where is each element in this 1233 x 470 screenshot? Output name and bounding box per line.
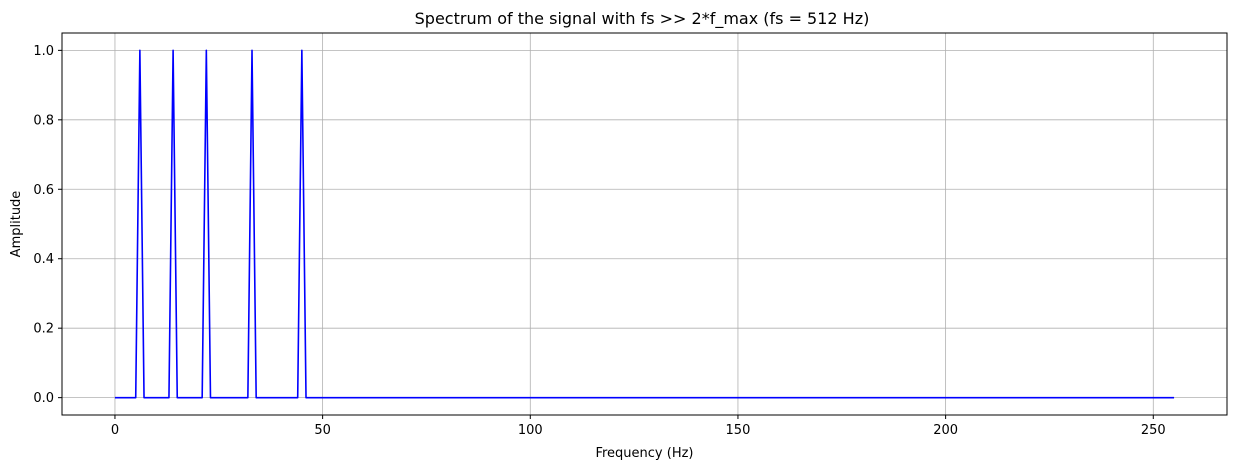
x-tick-label: 100: [518, 423, 543, 438]
y-tick-label: 0.0: [33, 391, 54, 406]
y-tick-label: 0.8: [33, 113, 54, 128]
plot-frame: [61, 32, 1228, 416]
y-axis-ticks: 0.0 0.2 0.4 0.6 0.8 1.0: [33, 44, 62, 406]
y-tick-label: 0.4: [33, 252, 54, 267]
x-tick-label: 250: [1141, 423, 1166, 438]
y-tick-label: 1.0: [33, 44, 54, 59]
series-line: [114, 49, 1175, 399]
grid-lines: [62, 33, 1227, 415]
x-tick-label: 150: [726, 423, 751, 438]
y-tick-label: 0.6: [33, 183, 54, 198]
series-layer: [114, 49, 1175, 399]
x-tick-label: 50: [314, 423, 331, 438]
x-tick-label: 0: [111, 423, 119, 438]
y-tick-label: 0.2: [33, 322, 54, 337]
y-axis-title: Amplitude: [9, 191, 24, 258]
x-axis-ticks: 0 50 100 150 200 250: [111, 415, 1166, 438]
x-axis-title: Frequency (Hz): [595, 446, 693, 461]
chart-title: Spectrum of the signal with fs >> 2*f_ma…: [415, 9, 870, 29]
x-tick-label: 200: [933, 423, 958, 438]
